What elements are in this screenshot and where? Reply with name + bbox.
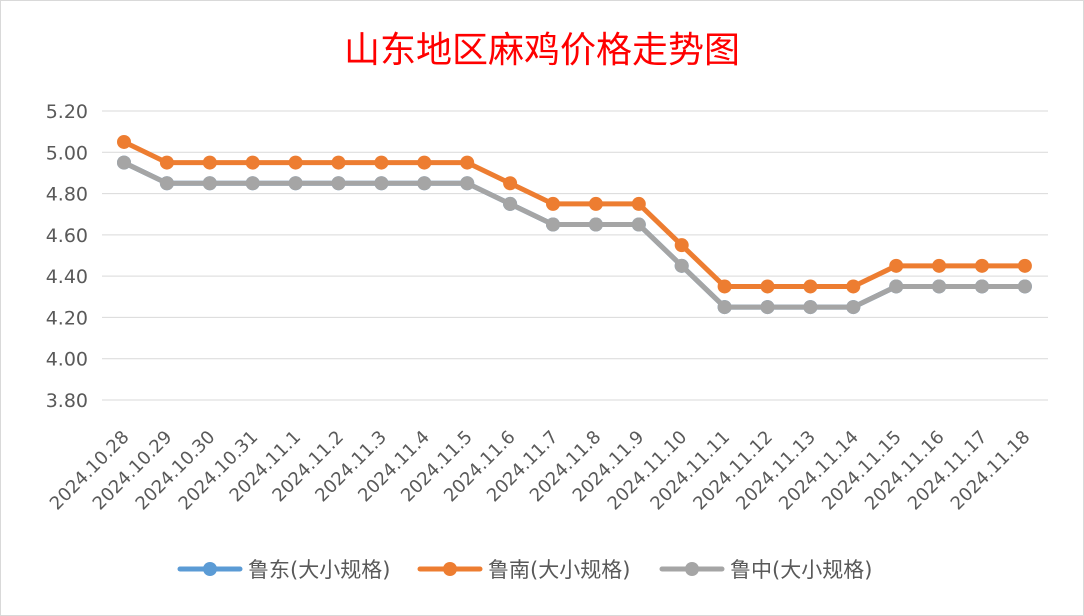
data-point [374,176,389,191]
data-point [717,279,732,294]
y-tick-label: 3.80 [46,390,88,412]
data-point [159,155,174,170]
data-point [760,279,775,294]
data-point [331,176,346,191]
data-point [803,279,818,294]
x-axis-ticks: 2024.10.282024.10.292024.10.302024.10.31… [46,427,1035,515]
data-point [631,196,646,211]
legend-item: 鲁南(大小规格) [417,558,630,582]
data-point [546,217,560,232]
data-point [846,279,861,294]
y-tick-label: 4.20 [46,307,88,329]
data-point [503,196,518,211]
data-point [588,196,603,211]
data-point [159,176,174,191]
series-line [121,160,1028,310]
y-tick-label: 5.20 [46,101,88,123]
y-tick-label: 4.60 [46,225,88,247]
data-point [202,176,217,191]
data-point [245,176,260,191]
data-point [932,279,947,294]
data-point [975,279,989,294]
y-axis-ticks: 3.80 4.00 4.20 4.40 4.60 4.80 5.00 5.20 [46,101,88,412]
data-point [202,155,217,170]
data-point [460,155,475,170]
legend-label: 鲁南(大小规格) [488,558,630,582]
legend-swatch-marker [443,562,457,576]
series-lines [117,134,1032,315]
y-tick-label: 4.40 [46,266,88,288]
data-point [975,258,989,273]
legend-swatch-marker [685,562,699,576]
data-point [760,300,775,315]
data-point [546,196,560,211]
series-3 [117,155,1032,315]
y-tick-label: 5.00 [46,142,88,164]
legend-item: 鲁东(大小规格) [177,558,390,582]
data-point [1017,258,1032,273]
data-point [889,279,904,294]
data-point [503,176,518,191]
y-tick-label: 4.00 [46,349,88,371]
data-point [117,155,131,170]
data-point [417,176,432,191]
legend-label: 鲁东(大小规格) [248,558,390,582]
series-line [121,139,1028,289]
data-point [588,217,603,232]
data-point [245,155,260,170]
legend-swatch-marker [203,562,217,576]
data-point [889,258,904,273]
data-point [674,258,689,273]
data-point [631,217,646,232]
data-point [932,258,947,273]
data-point [674,238,689,253]
series-2 [117,134,1032,294]
data-point [1017,279,1032,294]
legend-label: 鲁中(大小规格) [730,558,872,582]
data-point [846,300,861,315]
chart-title: 山东地区麻鸡价格走势图 [344,30,740,71]
data-point [117,134,131,149]
data-point [460,176,475,191]
legend-item: 鲁中(大小规格) [659,558,872,582]
data-point [288,155,303,170]
y-tick-label: 4.80 [46,184,88,206]
data-point [417,155,432,170]
data-point [803,300,818,315]
data-point [374,155,389,170]
legend: 鲁东(大小规格) 鲁南(大小规格) 鲁中(大小规格) [177,558,872,582]
data-point [331,155,346,170]
data-point [288,176,303,191]
data-point [717,300,732,315]
gridlines [102,110,1048,401]
